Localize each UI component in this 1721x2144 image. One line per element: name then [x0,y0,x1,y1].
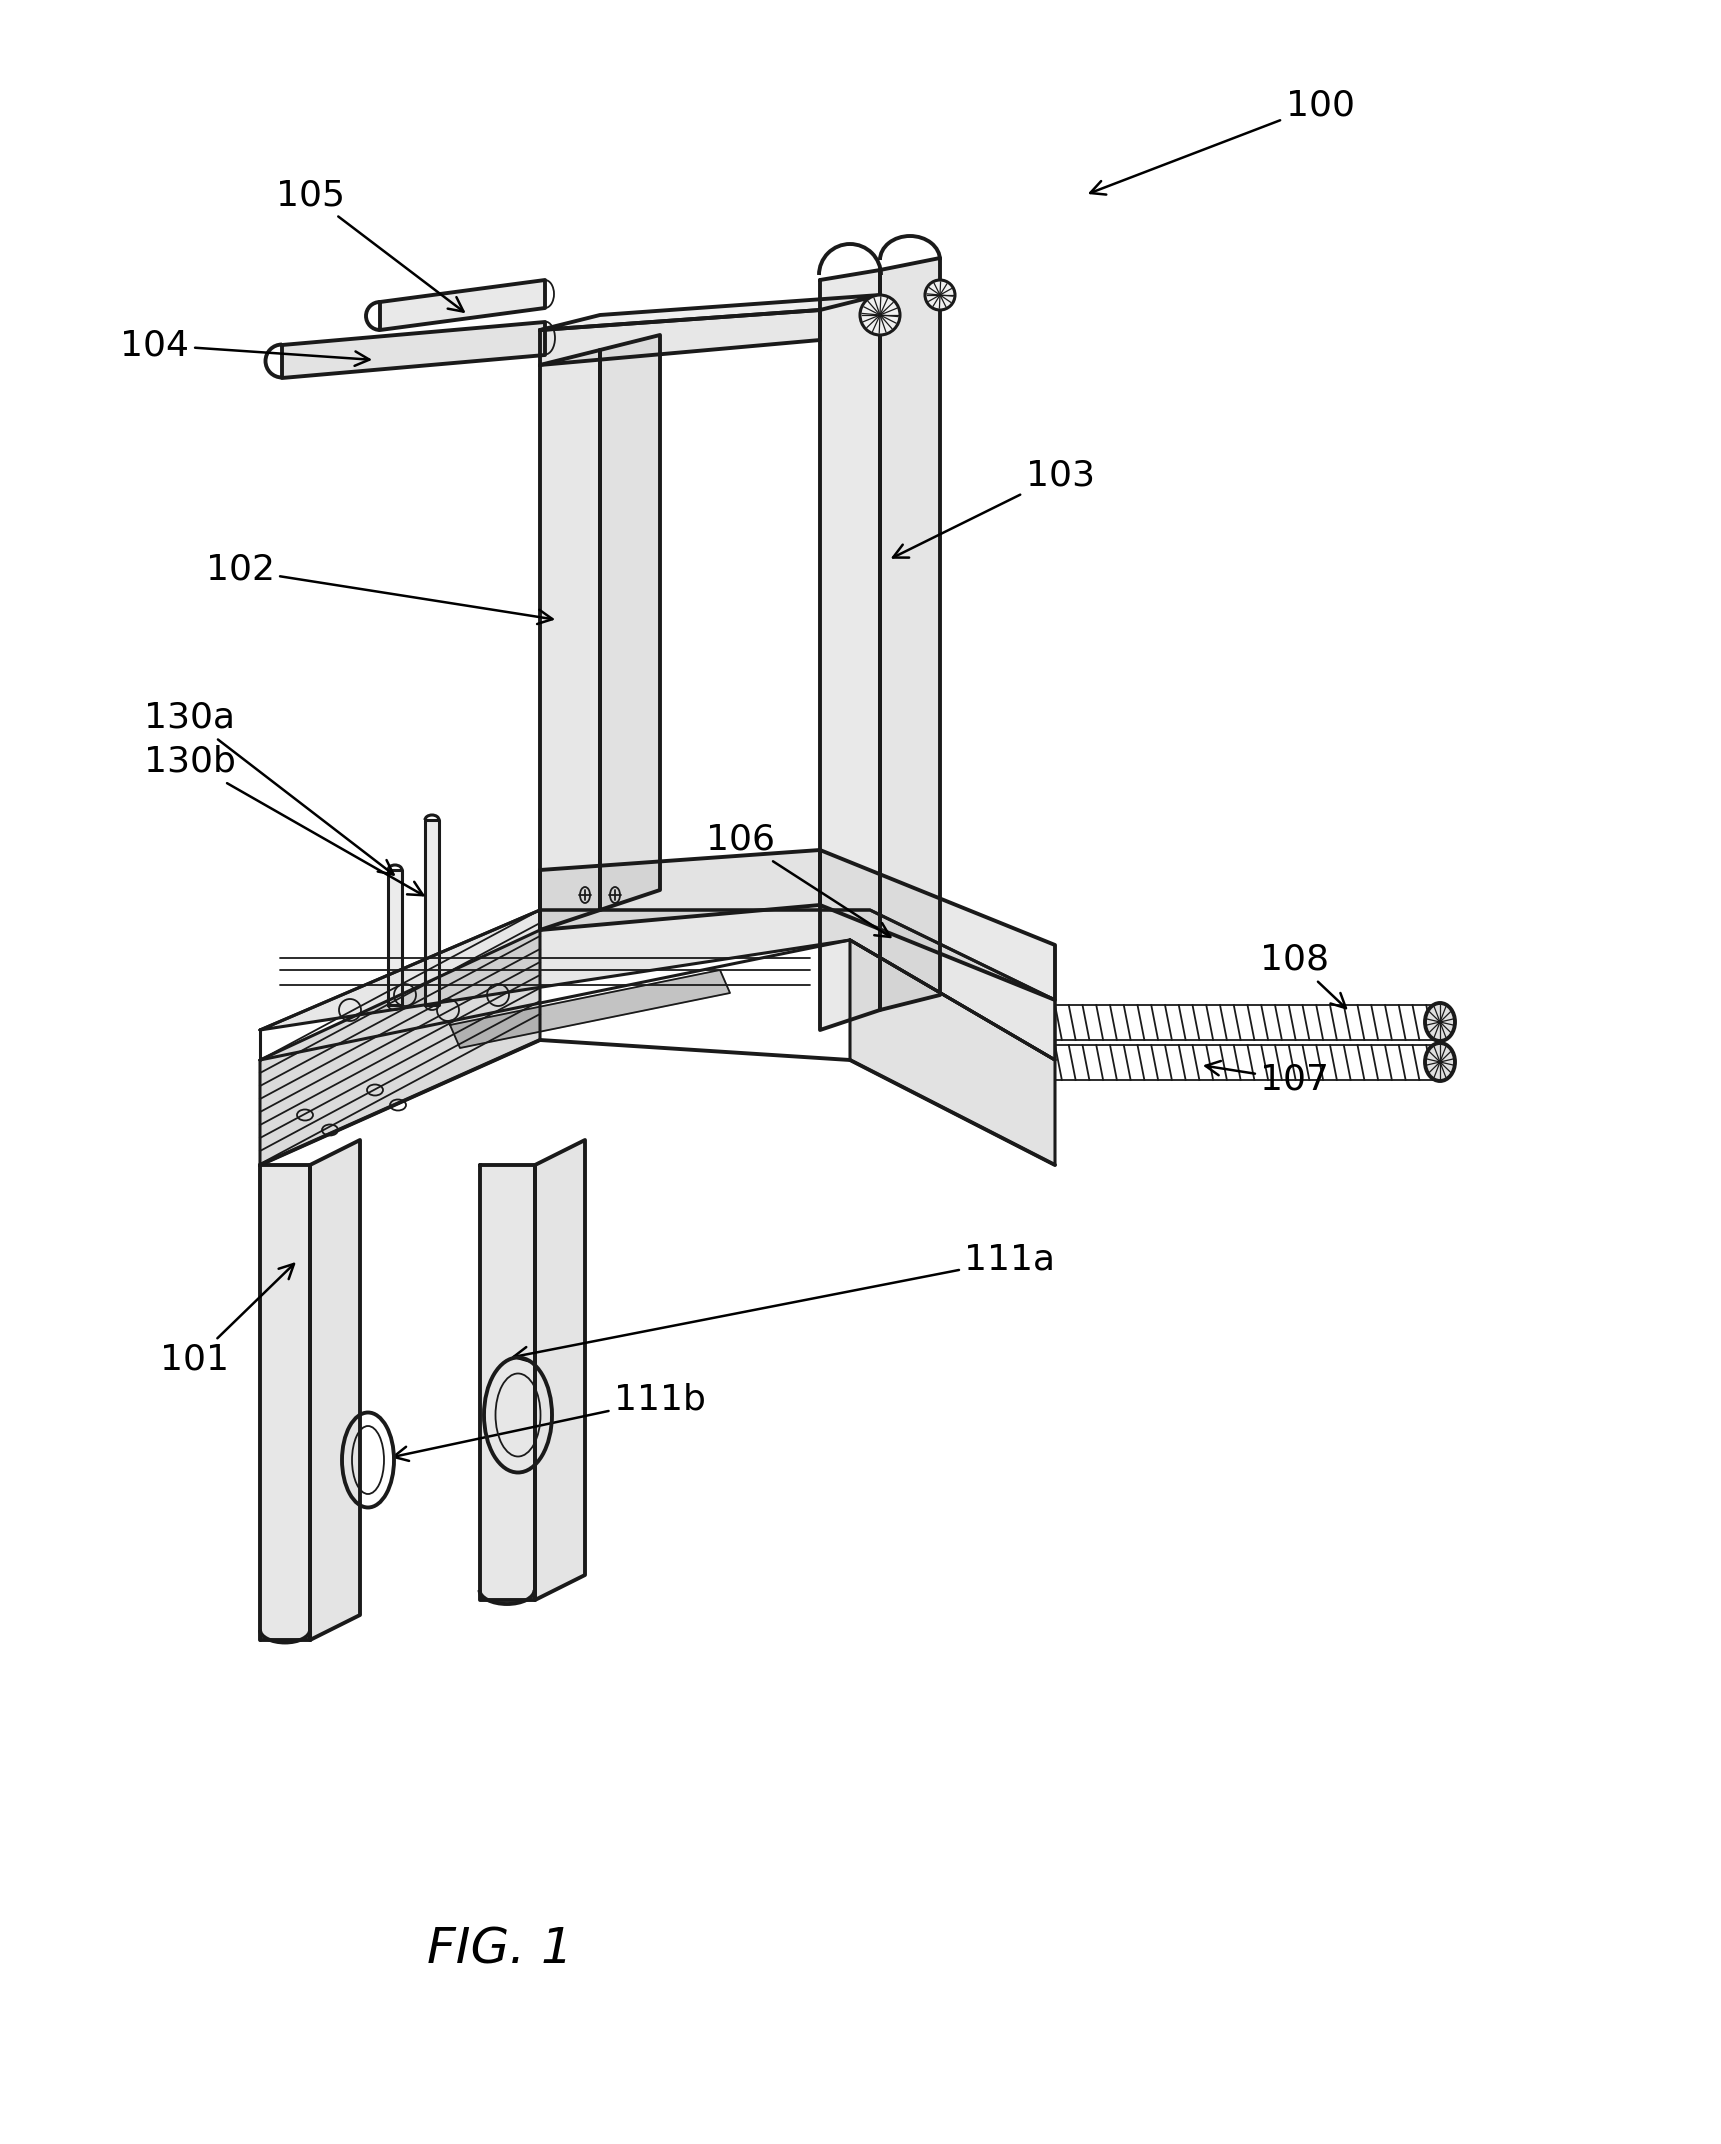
Ellipse shape [1425,1003,1454,1042]
Polygon shape [535,1141,585,1599]
Polygon shape [310,1141,360,1640]
Text: 101: 101 [160,1263,294,1376]
Polygon shape [601,334,659,909]
Polygon shape [480,1164,535,1599]
Text: 107: 107 [1205,1061,1330,1098]
Text: 130b: 130b [145,744,423,896]
Polygon shape [260,909,1055,1059]
Text: 105: 105 [275,178,463,311]
Polygon shape [387,870,403,1006]
Text: 100: 100 [1089,88,1354,195]
Text: 104: 104 [120,328,370,367]
Polygon shape [879,257,940,1010]
Polygon shape [380,281,546,330]
Text: FIG. 1: FIG. 1 [427,1925,573,1975]
Text: 108: 108 [1260,943,1346,1008]
Circle shape [924,281,955,311]
Polygon shape [425,819,439,1006]
Polygon shape [819,849,1055,999]
Polygon shape [540,349,601,930]
Text: 102: 102 [205,553,552,624]
Text: 103: 103 [893,459,1095,557]
Text: 130a: 130a [145,701,394,875]
Polygon shape [449,969,730,1048]
Text: 111a: 111a [513,1244,1055,1361]
Polygon shape [260,1164,310,1640]
Polygon shape [819,270,879,1029]
Text: 106: 106 [706,823,890,937]
Text: 111b: 111b [394,1383,706,1460]
Polygon shape [260,930,540,1164]
Polygon shape [540,311,819,364]
Polygon shape [850,939,1055,1164]
Polygon shape [540,296,879,330]
Polygon shape [282,322,546,377]
Polygon shape [540,849,819,930]
Ellipse shape [1425,1042,1454,1081]
Circle shape [860,296,900,334]
